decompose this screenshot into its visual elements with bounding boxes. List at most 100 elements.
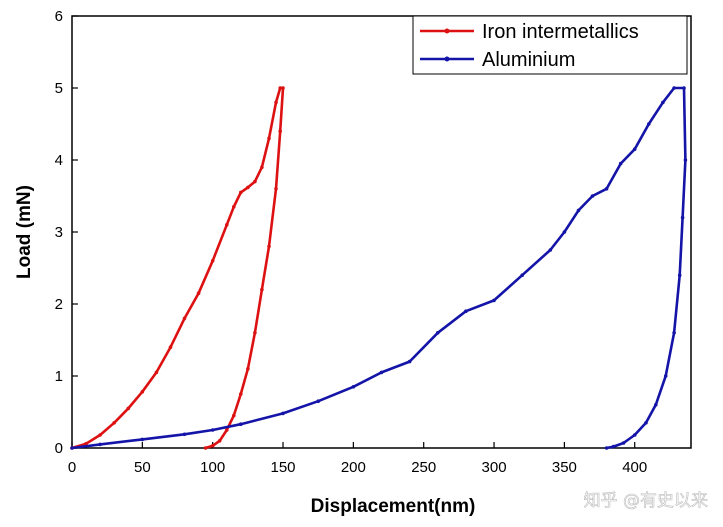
data-point-iron — [98, 433, 102, 437]
data-point-aluminium — [98, 442, 102, 447]
y-tick-label: 2 — [55, 296, 63, 313]
data-point-iron — [217, 439, 222, 443]
legend-marker-aluminium — [444, 56, 450, 62]
data-point-aluminium — [682, 86, 686, 90]
data-point-aluminium — [661, 100, 665, 105]
y-tick-label: 5 — [55, 80, 63, 97]
data-point-aluminium — [644, 421, 648, 425]
y-tick-label: 0 — [55, 440, 63, 457]
data-point-iron — [140, 390, 145, 394]
data-point-aluminium — [492, 298, 496, 303]
data-point-iron — [274, 187, 278, 191]
data-point-iron — [182, 316, 187, 321]
data-point-iron — [225, 428, 229, 432]
data-point-aluminium — [683, 158, 688, 162]
data-point-iron — [278, 129, 283, 133]
data-point-aluminium — [182, 432, 187, 437]
data-point-aluminium — [210, 428, 215, 432]
data-point-iron — [239, 190, 243, 195]
data-point-iron — [260, 287, 264, 292]
y-tick-label: 4 — [55, 152, 63, 169]
data-point-aluminium — [70, 446, 74, 450]
data-point-iron — [281, 86, 285, 90]
x-tick-label: 0 — [68, 459, 76, 476]
data-point-iron — [203, 446, 208, 450]
legend-box — [412, 15, 688, 75]
legend-label-iron: Iron intermetallics — [482, 21, 639, 43]
x-tick-label: 200 — [341, 459, 366, 476]
data-point-aluminium — [677, 273, 682, 278]
data-point-aluminium — [621, 441, 626, 445]
data-point-aluminium — [618, 161, 623, 166]
x-tick-label: 300 — [482, 459, 507, 476]
data-point-iron — [246, 367, 250, 371]
data-point-iron — [267, 136, 271, 141]
x-tick-label: 400 — [622, 459, 647, 476]
plot-frame — [71, 15, 692, 449]
data-point-iron — [274, 100, 278, 105]
x-tick-label: 150 — [271, 459, 296, 476]
data-point-aluminium — [140, 437, 145, 442]
data-point-aluminium — [464, 309, 468, 314]
data-point-iron — [196, 291, 201, 296]
x-axis-ticks: 0 50 100 150 200 250 300 350 400 — [68, 442, 647, 476]
data-point-aluminium — [604, 187, 609, 191]
data-point-iron — [112, 421, 116, 425]
series-layer — [70, 86, 688, 450]
data-point-iron — [246, 185, 250, 190]
data-point-aluminium — [663, 374, 668, 378]
data-point-iron — [253, 331, 257, 335]
data-point-aluminium — [672, 331, 676, 335]
x-tick-label: 250 — [411, 459, 436, 476]
plot-area: 0 50 100 150 200 250 300 350 400 0 1 2 3 4 5 6 — [55, 8, 692, 476]
data-point-aluminium — [351, 385, 356, 389]
data-point-iron — [278, 86, 283, 90]
data-point-aluminium — [672, 86, 676, 90]
data-point-iron — [84, 441, 88, 446]
series-line-aluminium — [71, 86, 687, 450]
x-axis-label: Displacement(nm) — [311, 496, 476, 517]
data-point-aluminium — [590, 194, 595, 198]
data-point-aluminium — [281, 411, 285, 416]
data-point-iron — [168, 345, 173, 350]
watermark: 知乎 @有史以来 — [584, 491, 708, 511]
data-point-aluminium — [520, 273, 524, 278]
data-point-aluminium — [562, 230, 567, 234]
data-point-iron — [239, 392, 243, 396]
data-point-iron — [154, 370, 159, 375]
y-tick-label: 1 — [55, 368, 63, 385]
x-tick-label: 350 — [552, 459, 577, 476]
data-point-aluminium — [407, 359, 412, 364]
legend-label-aluminium: Aluminium — [482, 49, 575, 71]
y-axis-label: Load (mN) — [14, 185, 35, 279]
data-point-aluminium — [548, 248, 553, 252]
data-point-iron — [126, 406, 131, 411]
data-point-iron — [210, 444, 215, 448]
data-point-iron — [232, 413, 236, 418]
data-point-aluminium — [239, 422, 243, 427]
data-point-aluminium — [654, 403, 658, 407]
data-point-iron — [260, 165, 264, 169]
data-point-aluminium — [604, 446, 609, 450]
data-point-aluminium — [632, 147, 637, 151]
data-point-aluminium — [611, 444, 616, 449]
x-tick-label: 50 — [134, 459, 151, 476]
series-line-iron — [71, 86, 285, 450]
data-point-iron — [267, 244, 271, 249]
data-point-aluminium — [576, 208, 581, 213]
data-point-iron — [232, 205, 236, 209]
data-point-aluminium — [436, 331, 440, 335]
x-tick-label: 100 — [200, 459, 225, 476]
y-axis-ticks: 0 1 2 3 4 5 6 — [55, 8, 78, 457]
y-tick-label: 3 — [55, 224, 63, 241]
data-point-aluminium — [632, 433, 637, 437]
legend: Iron intermetallics Aluminium — [412, 15, 688, 75]
data-point-aluminium — [647, 122, 651, 126]
data-point-aluminium — [379, 370, 384, 375]
data-point-iron — [210, 259, 215, 263]
legend-marker-iron — [444, 28, 450, 34]
data-point-aluminium — [316, 399, 321, 404]
data-point-iron — [225, 223, 229, 227]
data-point-aluminium — [680, 215, 685, 220]
y-tick-label: 6 — [55, 8, 63, 25]
